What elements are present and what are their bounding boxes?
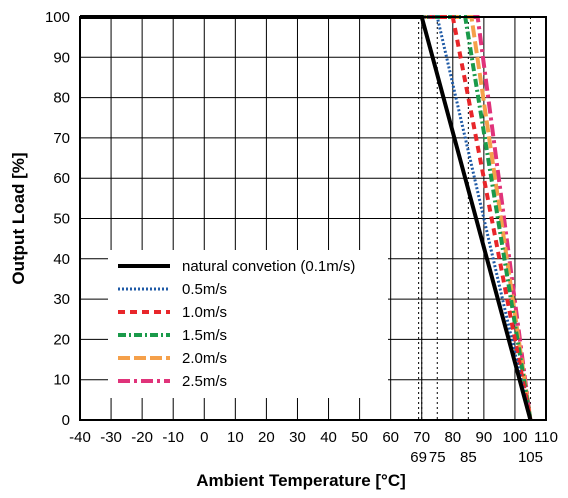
y-tick-label: 40 (53, 251, 70, 268)
y-axis-title: Output Load [%] (9, 152, 28, 284)
y-tick-label: 70 (53, 130, 70, 147)
x-axis-title: Ambient Temperature [°C] (196, 471, 406, 490)
x-tick-label: -40 (69, 429, 91, 446)
x-tick-label: 0 (200, 429, 208, 446)
y-tick-label: 20 (53, 331, 70, 348)
y-tick-label: 10 (53, 372, 70, 389)
y-tick-label: 60 (53, 170, 70, 187)
legend-label: 1.5m/s (182, 327, 227, 344)
extra-x-tick-label: 69 (410, 449, 427, 466)
x-tick-label: 30 (289, 429, 306, 446)
extra-x-tick-labels: 69 75 85 105 (410, 449, 543, 466)
x-tick-label: 50 (351, 429, 368, 446)
y-tick-label: 80 (53, 90, 70, 107)
legend-label: 2.5m/s (182, 373, 227, 390)
y-tick-label: 0 (62, 412, 70, 429)
extra-x-tick-label: 75 (429, 449, 446, 466)
legend-label: 2.0m/s (182, 350, 227, 367)
reference-lines (418, 17, 531, 420)
legend-box (108, 250, 388, 398)
legend: natural convetion (0.1m/s) 0.5m/s 1.0m/s 1.… (108, 250, 388, 398)
extra-x-tick-label: 85 (460, 449, 477, 466)
x-tick-labels: -40 -30 -20 -10 0 10 20 30 40 50 60 70 80 90 100 110 (69, 429, 558, 446)
x-tick-label: 10 (227, 429, 244, 446)
x-tick-label: 20 (258, 429, 275, 446)
x-tick-label: 110 (534, 429, 558, 446)
x-tick-label: 40 (320, 429, 337, 446)
x-tick-label: 70 (413, 429, 430, 446)
extra-x-tick-label: 105 (518, 449, 543, 466)
y-tick-label: 50 (53, 211, 70, 228)
x-tick-label: 90 (476, 429, 493, 446)
y-tick-label: 30 (53, 291, 70, 308)
x-tick-label: 100 (502, 429, 527, 446)
x-tick-label: -20 (131, 429, 153, 446)
legend-label: natural convetion (0.1m/s) (182, 258, 355, 275)
x-tick-label: 60 (382, 429, 399, 446)
y-tick-label: 100 (45, 9, 70, 26)
plot-frame (79, 16, 547, 421)
x-tick-label: -10 (162, 429, 184, 446)
legend-label: 1.0m/s (182, 304, 227, 321)
y-tick-labels: 0 10 20 30 40 50 60 70 80 90 100 (45, 9, 70, 429)
x-tick-label: 80 (444, 429, 461, 446)
legend-label: 0.5m/s (182, 281, 227, 298)
x-tick-label: -30 (100, 429, 122, 446)
y-tick-label: 90 (53, 49, 70, 66)
